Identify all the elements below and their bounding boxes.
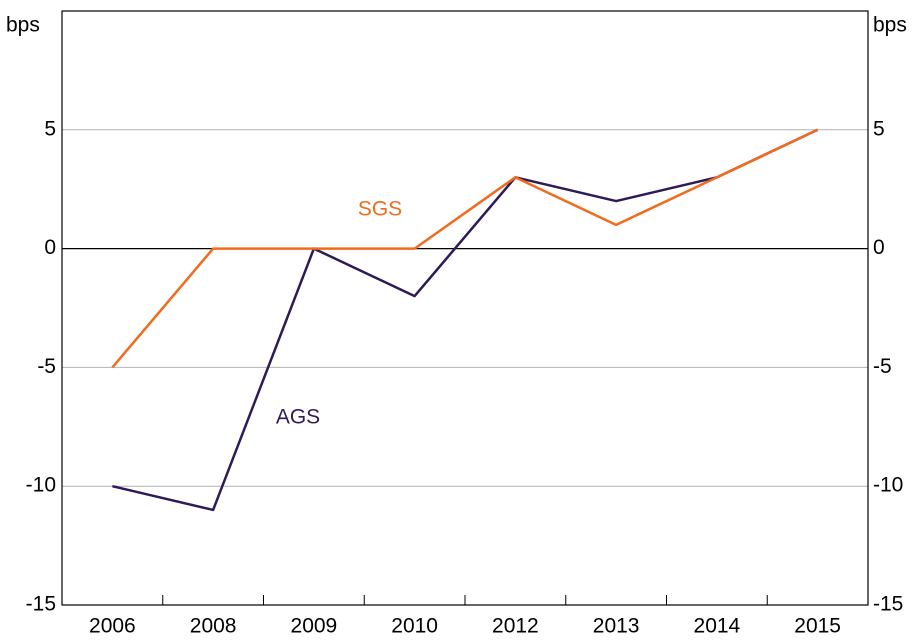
- y-axis-label: bps: [6, 14, 40, 37]
- x-tick-label: 2012: [492, 615, 539, 638]
- series-label: SGS: [358, 198, 402, 221]
- y-tick-label: -15: [26, 593, 56, 616]
- y-tick-label: -5: [37, 355, 56, 378]
- y2-tick-label: -5: [873, 355, 892, 378]
- y-tick-label: -10: [26, 474, 56, 497]
- y2-axis-label: bps: [873, 14, 907, 37]
- x-tick-label: 2006: [89, 615, 136, 638]
- x-tick-label: 2015: [794, 615, 841, 638]
- x-tick-label: 2009: [291, 615, 338, 638]
- y-tick-label: 0: [44, 236, 56, 259]
- y2-tick-label: -15: [873, 593, 903, 616]
- x-tick-label: 2010: [391, 615, 438, 638]
- plot-frame: [61, 10, 869, 606]
- y-tick-label: 5: [44, 117, 56, 140]
- series-label: AGS: [276, 406, 320, 429]
- x-tick-label: 2014: [694, 615, 741, 638]
- line: [111, 128, 819, 369]
- x-tick-label: 2013: [593, 615, 640, 638]
- y2-tick-label: -10: [873, 474, 903, 497]
- y2-tick-label: 0: [873, 236, 885, 259]
- line: [112, 128, 819, 512]
- x-tick-label: 2008: [190, 615, 237, 638]
- y2-tick-label: 5: [873, 117, 885, 140]
